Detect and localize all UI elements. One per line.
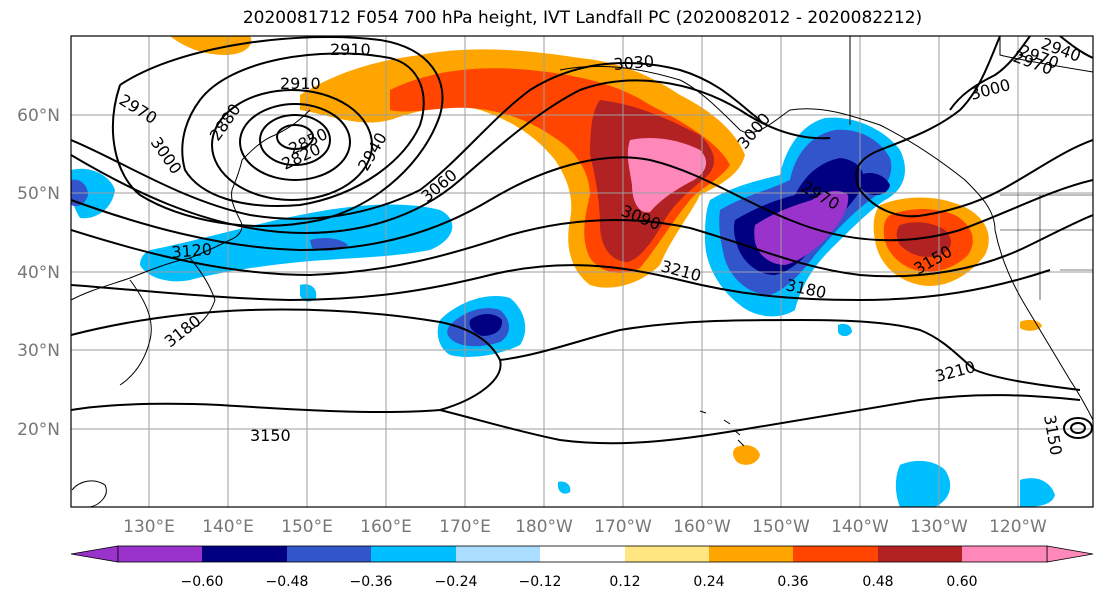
colorbar-label: −0.24 xyxy=(435,574,478,590)
colorbar-label: 0.48 xyxy=(862,574,893,590)
lat-label: 40°N xyxy=(17,263,60,283)
colorbar-frame xyxy=(117,545,1048,563)
colorbar-segment xyxy=(371,546,456,562)
lat-label: 30°N xyxy=(17,341,60,361)
colorbar: −0.60 −0.48 −0.36 −0.24 −0.12 0.12 0.24 … xyxy=(70,545,1094,590)
colorbar-label: 0.36 xyxy=(777,574,808,590)
contour-label: 2910 xyxy=(280,74,321,93)
lon-label: 160°E xyxy=(360,517,412,537)
colorbar-label: 0.12 xyxy=(609,574,640,590)
lon-labels: 130°E 140°E 150°E 160°E 170°E 180°W 170°… xyxy=(123,517,1047,537)
lon-label: 180°W xyxy=(515,517,573,537)
map-frame xyxy=(70,35,1094,508)
lon-label: 140°E xyxy=(202,517,254,537)
colorbar-segment xyxy=(202,546,287,562)
colorbar-label: −0.48 xyxy=(266,574,309,590)
colorbar-label: −0.12 xyxy=(519,574,562,590)
colorbar-segment xyxy=(287,546,371,562)
lon-label: 160°W xyxy=(673,517,731,537)
lon-label: 130°E xyxy=(123,517,175,537)
colorbar-label: 0.24 xyxy=(693,574,724,590)
lon-label: 150°E xyxy=(281,517,333,537)
colorbar-segment xyxy=(118,546,202,562)
colorbar-segment xyxy=(540,546,625,562)
colorbar-label: −0.60 xyxy=(181,574,224,590)
lat-label: 50°N xyxy=(17,184,60,204)
lon-label: 120°W xyxy=(989,517,1047,537)
lon-label: 140°W xyxy=(831,517,889,537)
lon-label: 170°W xyxy=(594,517,652,537)
coastlines xyxy=(71,36,1093,507)
colorbar-segment xyxy=(878,546,962,562)
lat-label: 60°N xyxy=(17,106,60,126)
colorbar-segment xyxy=(962,546,1047,562)
colorbar-extend-max xyxy=(1046,545,1094,563)
contour-label: 3150 xyxy=(250,426,291,445)
contour-label: 3030 xyxy=(613,52,655,74)
colorbar-segment xyxy=(625,546,709,562)
colorbar-segment xyxy=(456,546,540,562)
colorbar-segment xyxy=(793,546,878,562)
lon-label: 150°W xyxy=(752,517,810,537)
contour-label: 2910 xyxy=(330,40,371,59)
map-title: 2020081712 F054 700 hPa height, IVT Land… xyxy=(242,8,923,28)
colorbar-extend-min xyxy=(70,545,119,563)
contour-label: 3120 xyxy=(171,240,213,262)
colorbar-label: 0.60 xyxy=(946,574,977,590)
colorbar-label: −0.36 xyxy=(350,574,393,590)
lat-label: 20°N xyxy=(17,420,60,440)
lon-label: 170°E xyxy=(439,517,491,537)
lat-labels: 60°N 50°N 40°N 30°N 20°N xyxy=(17,106,60,440)
lon-label: 130°W xyxy=(910,517,968,537)
gridlines xyxy=(71,36,1093,507)
colorbar-segment xyxy=(709,546,793,562)
height-contours xyxy=(71,36,1093,445)
